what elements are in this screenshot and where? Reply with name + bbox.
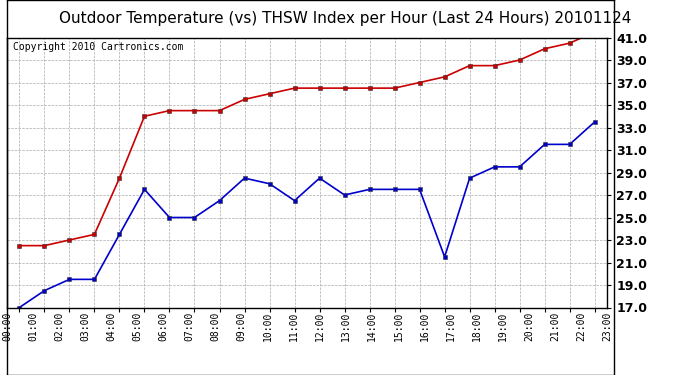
Text: 18:00: 18:00	[472, 311, 482, 340]
Text: 01:00: 01:00	[28, 311, 38, 340]
Text: 21:00: 21:00	[550, 311, 560, 340]
Text: 00:00: 00:00	[2, 311, 12, 340]
Text: 23:00: 23:00	[602, 311, 612, 340]
Text: 13:00: 13:00	[341, 311, 351, 340]
Text: 16:00: 16:00	[420, 311, 429, 340]
Text: 12:00: 12:00	[315, 311, 325, 340]
Text: 06:00: 06:00	[159, 311, 168, 340]
Text: 11:00: 11:00	[289, 311, 299, 340]
Text: 22:00: 22:00	[576, 311, 586, 340]
Text: 10:00: 10:00	[263, 311, 273, 340]
Text: Outdoor Temperature (vs) THSW Index per Hour (Last 24 Hours) 20101124: Outdoor Temperature (vs) THSW Index per …	[59, 11, 631, 26]
Text: 19:00: 19:00	[497, 311, 508, 340]
Text: 20:00: 20:00	[524, 311, 534, 340]
Text: 15:00: 15:00	[393, 311, 404, 340]
Text: 07:00: 07:00	[185, 311, 195, 340]
Text: 08:00: 08:00	[210, 311, 221, 340]
Text: 17:00: 17:00	[446, 311, 455, 340]
Text: Copyright 2010 Cartronics.com: Copyright 2010 Cartronics.com	[13, 42, 184, 51]
Text: 09:00: 09:00	[237, 311, 247, 340]
Text: 02:00: 02:00	[54, 311, 64, 340]
Text: 14:00: 14:00	[367, 311, 377, 340]
Text: 04:00: 04:00	[106, 311, 117, 340]
Text: 03:00: 03:00	[80, 311, 90, 340]
Text: 05:00: 05:00	[132, 311, 142, 340]
